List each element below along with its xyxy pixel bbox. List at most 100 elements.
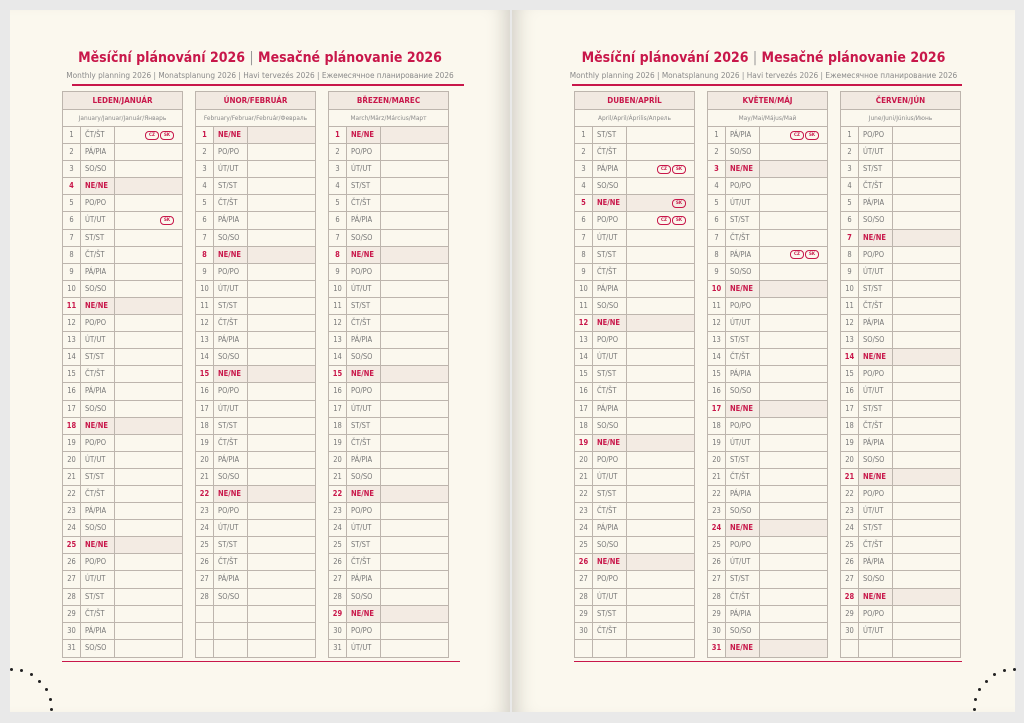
notes-cell[interactable] [381, 281, 448, 297]
notes-cell[interactable] [627, 349, 694, 365]
notes-cell[interactable] [115, 332, 182, 348]
notes-cell[interactable] [627, 606, 694, 622]
notes-cell[interactable] [381, 469, 448, 485]
notes-cell[interactable] [627, 469, 694, 485]
notes-cell[interactable] [760, 280, 827, 297]
notes-cell[interactable] [115, 571, 182, 587]
notes-cell[interactable] [893, 401, 960, 417]
notes-cell[interactable] [627, 401, 694, 417]
notes-cell[interactable] [627, 230, 694, 246]
notes-cell[interactable] [760, 486, 827, 502]
notes-cell[interactable] [893, 623, 960, 639]
notes-cell[interactable]: SK [115, 212, 182, 228]
notes-cell[interactable] [115, 195, 182, 211]
notes-cell[interactable] [627, 537, 694, 553]
notes-cell[interactable] [893, 468, 960, 485]
notes-cell[interactable] [381, 605, 448, 622]
notes-cell[interactable] [115, 452, 182, 468]
notes-cell[interactable] [627, 144, 694, 160]
notes-cell[interactable] [760, 230, 827, 246]
notes-cell[interactable] [381, 315, 448, 331]
notes-cell[interactable] [248, 127, 315, 144]
notes-cell[interactable] [760, 418, 827, 434]
notes-cell[interactable] [627, 298, 694, 314]
notes-cell[interactable] [115, 486, 182, 502]
notes-cell[interactable] [115, 281, 182, 297]
notes-cell[interactable]: SK [627, 195, 694, 212]
notes-cell[interactable] [381, 161, 448, 177]
notes-cell[interactable] [760, 537, 827, 553]
notes-cell[interactable] [760, 332, 827, 348]
notes-cell[interactable] [115, 589, 182, 605]
notes-cell[interactable] [115, 315, 182, 331]
notes-cell[interactable] [248, 178, 315, 194]
notes-cell[interactable] [248, 623, 315, 639]
notes-cell[interactable] [381, 349, 448, 365]
notes-cell[interactable] [381, 452, 448, 468]
notes-cell[interactable] [627, 640, 694, 657]
notes-cell[interactable] [627, 247, 694, 263]
notes-cell[interactable] [115, 401, 182, 417]
notes-cell[interactable] [760, 366, 827, 382]
notes-cell[interactable] [115, 520, 182, 536]
notes-cell[interactable] [248, 144, 315, 160]
notes-cell[interactable] [760, 264, 827, 280]
notes-cell[interactable] [893, 229, 960, 246]
notes-cell[interactable] [248, 452, 315, 468]
notes-cell[interactable] [760, 606, 827, 622]
notes-cell[interactable] [381, 383, 448, 399]
notes-cell[interactable] [893, 554, 960, 570]
notes-cell[interactable] [760, 639, 827, 657]
notes-cell[interactable] [627, 281, 694, 297]
notes-cell[interactable]: CZ SK [760, 127, 827, 143]
notes-cell[interactable] [381, 623, 448, 639]
notes-cell[interactable] [893, 435, 960, 451]
notes-cell[interactable] [893, 418, 960, 434]
notes-cell[interactable] [627, 178, 694, 194]
notes-cell[interactable] [115, 383, 182, 399]
notes-cell[interactable] [248, 485, 315, 503]
notes-cell[interactable] [115, 554, 182, 570]
notes-cell[interactable] [115, 640, 182, 657]
notes-cell[interactable] [248, 281, 315, 297]
notes-cell[interactable] [381, 246, 448, 263]
notes-cell[interactable] [760, 520, 827, 537]
notes-cell[interactable] [381, 554, 448, 570]
notes-cell[interactable] [627, 383, 694, 399]
notes-cell[interactable] [248, 401, 315, 417]
notes-cell[interactable] [760, 144, 827, 160]
notes-cell[interactable] [627, 127, 694, 143]
notes-cell[interactable] [760, 195, 827, 211]
notes-cell[interactable] [248, 383, 315, 399]
notes-cell[interactable] [115, 178, 182, 195]
notes-cell[interactable] [627, 520, 694, 536]
notes-cell[interactable] [760, 212, 827, 228]
notes-cell[interactable] [248, 230, 315, 246]
notes-cell[interactable] [115, 161, 182, 177]
notes-cell[interactable] [893, 383, 960, 399]
notes-cell[interactable] [627, 503, 694, 519]
notes-cell[interactable] [893, 366, 960, 382]
notes-cell[interactable] [248, 606, 315, 622]
notes-cell[interactable] [893, 195, 960, 211]
notes-cell[interactable] [627, 264, 694, 280]
notes-cell[interactable] [248, 418, 315, 434]
notes-cell[interactable] [381, 195, 448, 211]
notes-cell[interactable] [248, 195, 315, 211]
notes-cell[interactable]: CZ SK [627, 161, 694, 177]
notes-cell[interactable] [760, 298, 827, 314]
notes-cell[interactable]: CZ SK [760, 247, 827, 263]
notes-cell[interactable] [381, 264, 448, 280]
notes-cell[interactable] [381, 435, 448, 451]
notes-cell[interactable] [248, 264, 315, 280]
notes-cell[interactable] [248, 161, 315, 177]
notes-cell[interactable] [381, 589, 448, 605]
notes-cell[interactable] [248, 212, 315, 228]
notes-cell[interactable] [760, 349, 827, 365]
notes-cell[interactable] [760, 589, 827, 605]
notes-cell[interactable] [115, 417, 182, 434]
notes-cell[interactable] [248, 298, 315, 314]
notes-cell[interactable] [893, 520, 960, 536]
notes-cell[interactable] [893, 247, 960, 263]
notes-cell[interactable] [381, 178, 448, 194]
